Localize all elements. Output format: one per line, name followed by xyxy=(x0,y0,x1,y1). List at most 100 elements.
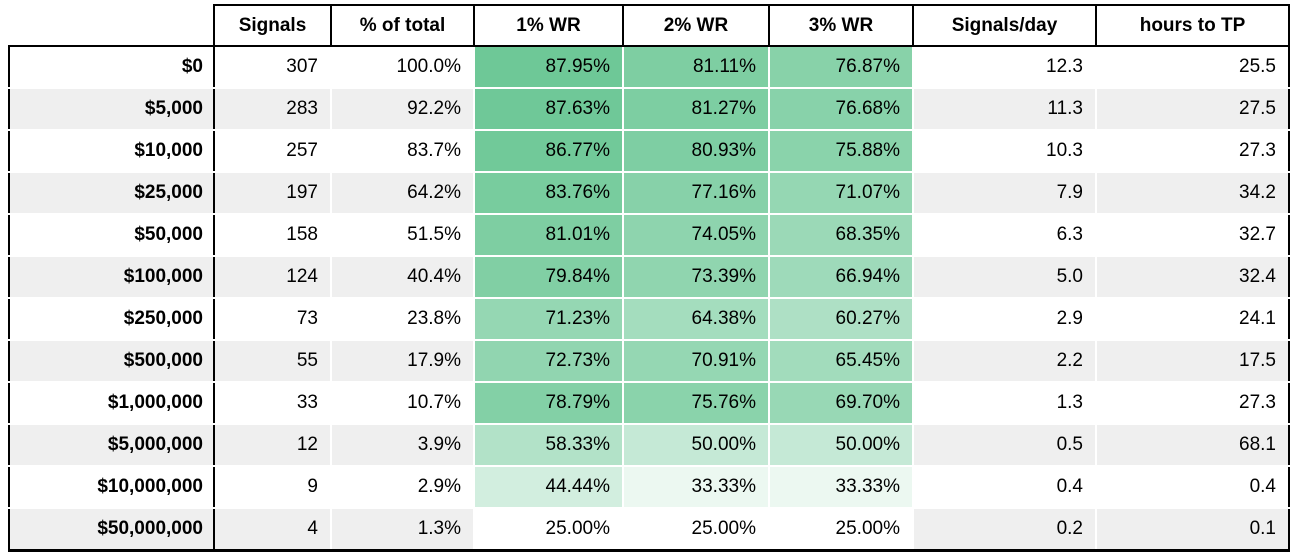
data-cell[interactable]: 12 xyxy=(214,423,332,467)
data-cell[interactable]: 25.5 xyxy=(1096,46,1290,89)
data-cell[interactable]: 44.44% xyxy=(474,465,624,509)
data-cell[interactable]: 0.2 xyxy=(913,507,1097,552)
data-cell[interactable]: 72.73% xyxy=(474,339,624,383)
data-cell[interactable]: 0.5 xyxy=(913,423,1097,467)
data-cell[interactable]: 34.2 xyxy=(1096,171,1290,215)
row-label-cell[interactable]: $5,000,000 xyxy=(8,423,215,467)
data-cell[interactable]: 51.5% xyxy=(331,213,475,257)
data-cell[interactable]: 55 xyxy=(214,339,332,383)
data-cell[interactable]: 65.45% xyxy=(769,339,914,383)
data-cell[interactable]: 5.0 xyxy=(913,255,1097,299)
row-label-cell[interactable]: $0 xyxy=(8,45,215,89)
data-cell[interactable]: 33 xyxy=(214,381,332,425)
data-cell[interactable]: 71.07% xyxy=(769,171,914,215)
data-cell[interactable]: 2.2 xyxy=(913,339,1097,383)
data-cell[interactable]: 69.70% xyxy=(769,381,914,425)
row-label-cell[interactable]: $50,000 xyxy=(8,213,215,257)
data-cell[interactable]: 25.00% xyxy=(474,507,624,552)
data-cell[interactable]: 4 xyxy=(214,507,332,552)
data-cell[interactable]: 27.3 xyxy=(1096,129,1290,173)
data-cell[interactable]: 76.68% xyxy=(769,87,914,131)
data-cell[interactable]: 77.16% xyxy=(623,171,770,215)
column-header--of-total[interactable]: % of total xyxy=(330,4,475,47)
data-cell[interactable]: 0.4 xyxy=(913,465,1097,509)
data-cell[interactable]: 68.35% xyxy=(769,213,914,257)
data-cell[interactable]: 81.27% xyxy=(623,87,770,131)
data-cell[interactable]: 87.63% xyxy=(474,87,624,131)
row-label-cell[interactable]: $500,000 xyxy=(8,339,215,383)
data-cell[interactable]: 283 xyxy=(214,87,332,131)
data-cell[interactable]: 79.84% xyxy=(474,255,624,299)
data-cell[interactable]: 73 xyxy=(214,297,332,341)
row-label-cell[interactable]: $100,000 xyxy=(8,255,215,299)
column-header-1-wr[interactable]: 1% WR xyxy=(473,4,624,47)
data-cell[interactable]: 158 xyxy=(214,213,332,257)
data-cell[interactable]: 23.8% xyxy=(331,297,475,341)
data-cell[interactable]: 33.33% xyxy=(623,465,770,509)
data-cell[interactable]: 78.79% xyxy=(474,381,624,425)
data-cell[interactable]: 64.2% xyxy=(331,171,475,215)
data-cell[interactable]: 0.1 xyxy=(1096,507,1290,552)
data-cell[interactable]: 50.00% xyxy=(623,423,770,467)
data-cell[interactable]: 40.4% xyxy=(331,255,475,299)
data-cell[interactable]: 81.01% xyxy=(474,213,624,257)
data-cell[interactable]: 70.91% xyxy=(623,339,770,383)
data-cell[interactable]: 33.33% xyxy=(769,465,914,509)
data-cell[interactable]: 74.05% xyxy=(623,213,770,257)
column-header-hours-to-tp[interactable]: hours to TP xyxy=(1095,4,1290,47)
data-cell[interactable]: 307 xyxy=(214,46,332,89)
column-header-2-wr[interactable]: 2% WR xyxy=(622,4,770,47)
column-header-signals-day[interactable]: Signals/day xyxy=(912,4,1097,47)
data-cell[interactable]: 27.3 xyxy=(1096,381,1290,425)
data-cell[interactable]: 11.3 xyxy=(913,87,1097,131)
data-cell[interactable]: 60.27% xyxy=(769,297,914,341)
data-cell[interactable]: 87.95% xyxy=(474,46,624,89)
data-cell[interactable]: 17.5 xyxy=(1096,339,1290,383)
data-cell[interactable]: 75.88% xyxy=(769,129,914,173)
data-cell[interactable]: 81.11% xyxy=(623,46,770,89)
data-cell[interactable]: 66.94% xyxy=(769,255,914,299)
row-label-cell[interactable]: $10,000,000 xyxy=(8,465,215,509)
data-cell[interactable]: 27.5 xyxy=(1096,87,1290,131)
data-cell[interactable]: 9 xyxy=(214,465,332,509)
data-cell[interactable]: 58.33% xyxy=(474,423,624,467)
data-cell[interactable]: 24.1 xyxy=(1096,297,1290,341)
data-cell[interactable]: 80.93% xyxy=(623,129,770,173)
data-cell[interactable]: 10.3 xyxy=(913,129,1097,173)
data-cell[interactable]: 197 xyxy=(214,171,332,215)
data-cell[interactable]: 86.77% xyxy=(474,129,624,173)
data-cell[interactable]: 64.38% xyxy=(623,297,770,341)
corner-cell[interactable] xyxy=(9,5,214,46)
data-cell[interactable]: 25.00% xyxy=(623,507,770,552)
data-cell[interactable]: 76.87% xyxy=(769,46,914,89)
data-cell[interactable]: 68.1 xyxy=(1096,423,1290,467)
data-cell[interactable]: 25.00% xyxy=(769,507,914,552)
data-cell[interactable]: 1.3% xyxy=(331,507,475,552)
row-label-cell[interactable]: $50,000,000 xyxy=(8,507,215,552)
data-cell[interactable]: 3.9% xyxy=(331,423,475,467)
data-cell[interactable]: 7.9 xyxy=(913,171,1097,215)
data-cell[interactable]: 2.9% xyxy=(331,465,475,509)
data-cell[interactable]: 10.7% xyxy=(331,381,475,425)
column-header-signals[interactable]: Signals xyxy=(213,4,332,47)
data-cell[interactable]: 71.23% xyxy=(474,297,624,341)
data-cell[interactable]: 0.4 xyxy=(1096,465,1290,509)
data-cell[interactable]: 257 xyxy=(214,129,332,173)
data-cell[interactable]: 17.9% xyxy=(331,339,475,383)
column-header-3-wr[interactable]: 3% WR xyxy=(768,4,914,47)
data-cell[interactable]: 1.3 xyxy=(913,381,1097,425)
data-cell[interactable]: 32.4 xyxy=(1096,255,1290,299)
data-cell[interactable]: 50.00% xyxy=(769,423,914,467)
data-cell[interactable]: 2.9 xyxy=(913,297,1097,341)
data-cell[interactable]: 75.76% xyxy=(623,381,770,425)
row-label-cell[interactable]: $25,000 xyxy=(8,171,215,215)
data-cell[interactable]: 32.7 xyxy=(1096,213,1290,257)
data-cell[interactable]: 124 xyxy=(214,255,332,299)
row-label-cell[interactable]: $10,000 xyxy=(8,129,215,173)
data-cell[interactable]: 6.3 xyxy=(913,213,1097,257)
row-label-cell[interactable]: $250,000 xyxy=(8,297,215,341)
data-cell[interactable]: 73.39% xyxy=(623,255,770,299)
data-cell[interactable]: 12.3 xyxy=(913,46,1097,89)
data-cell[interactable]: 83.7% xyxy=(331,129,475,173)
row-label-cell[interactable]: $5,000 xyxy=(8,87,215,131)
